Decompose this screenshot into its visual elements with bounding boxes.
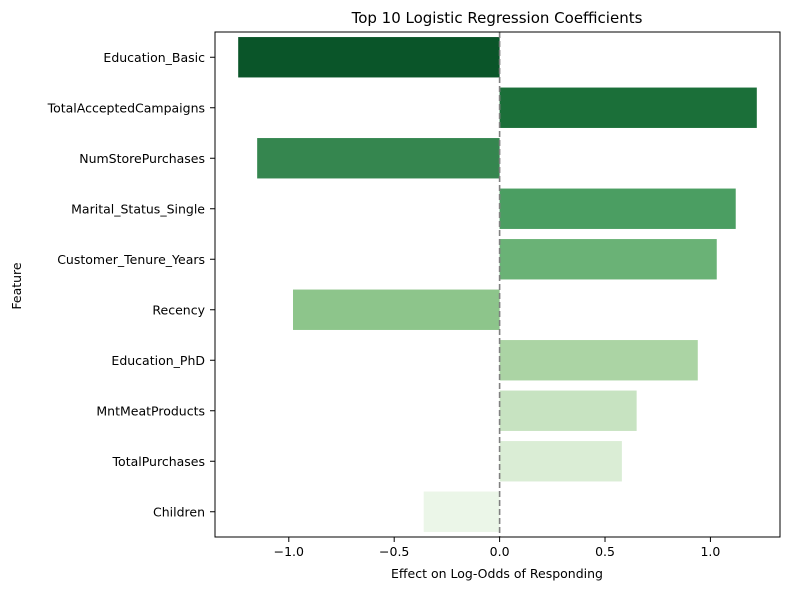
y-tick-label: Customer_Tenure_Years: [57, 252, 205, 267]
plot-frame: [214, 31, 781, 538]
bars-layer: [238, 37, 757, 532]
bar-children: [423, 491, 500, 532]
y-axis-title: Feature: [9, 262, 24, 310]
x-tick-label: −1.0: [274, 544, 304, 559]
bar-recency: [293, 289, 500, 330]
y-tick-label: TotalPurchases: [112, 454, 205, 469]
bar-numstorepurchases: [257, 138, 500, 179]
bar-marital-status-single: [499, 188, 736, 229]
y-tick-label: NumStorePurchases: [79, 151, 205, 166]
chart-title: Top 10 Logistic Regression Coefficients: [351, 9, 643, 27]
bar-education-phd: [499, 340, 698, 381]
y-tick-label: Marital_Status_Single: [71, 201, 205, 216]
bar-totalpurchases: [499, 441, 622, 482]
bar-mntmeatproducts: [499, 390, 637, 431]
x-tick-label: 1.0: [700, 544, 720, 559]
y-tick-label: MntMeatProducts: [96, 403, 205, 418]
bar-totalacceptedcampaigns: [499, 87, 757, 128]
x-axis-title: Effect on Log-Odds of Responding: [391, 566, 603, 581]
axes-layer: −1.0 −0.5 0.0 0.5 1.0 Education_Basic TotalAcc…: [47, 31, 781, 559]
bar-education-basic: [238, 37, 500, 78]
bar-customer-tenure-years: [499, 239, 717, 280]
y-tick-label: Children: [153, 504, 205, 519]
y-tick-label: TotalAcceptedCampaigns: [47, 100, 205, 115]
x-tick-label: 0.0: [490, 544, 510, 559]
x-tick-label: 0.5: [595, 544, 615, 559]
y-tick-label: Education_Basic: [103, 50, 205, 65]
y-tick-label: Recency: [152, 302, 205, 317]
y-tick-label: Education_PhD: [111, 353, 205, 368]
x-tick-label: −0.5: [379, 544, 409, 559]
